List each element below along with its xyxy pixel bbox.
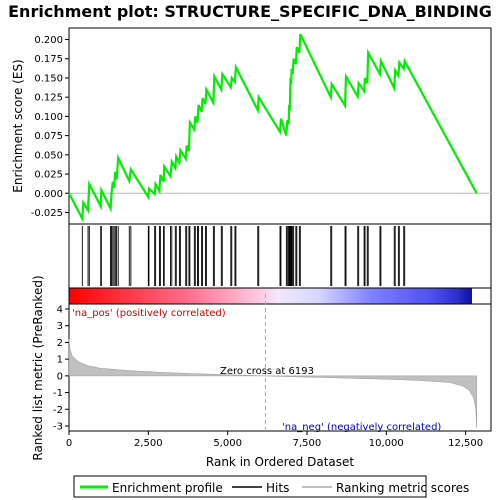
metric-axis-label: Ranked list metric (PreRanked)	[31, 275, 45, 460]
metric-tick-label: 1	[57, 355, 63, 366]
x-axis-ticks: 0 2,500 5,000 7,500 10,000 12,500	[66, 431, 483, 449]
metric-axis-ticks: -3 -2 -1 0 1 2 3 4	[53, 305, 69, 432]
metric-tick-label: 2	[57, 338, 63, 349]
rank-gradient-bar	[69, 288, 472, 304]
legend-label-metric: Ranking metric scores	[336, 481, 469, 495]
x-tick-label: 5,000	[213, 438, 242, 449]
es-tick-label: 0.200	[34, 35, 63, 46]
es-tick-label: 0.125	[34, 93, 63, 104]
metric-tick-label: 3	[57, 321, 63, 332]
es-axis-label: Enrichment score (ES)	[11, 59, 25, 192]
metric-tick-label: -2	[53, 405, 63, 416]
x-tick-label: 2,500	[134, 438, 163, 449]
metric-panel-frame	[68, 303, 492, 432]
chart-title: Enrichment plot: STRUCTURE_SPECIFIC_DNA_…	[8, 2, 492, 21]
es-tick-label: 0.150	[34, 73, 63, 84]
ranking-metric-area	[68, 339, 477, 428]
x-tick-label: 7,500	[293, 438, 322, 449]
es-tick-label: 0.025	[34, 170, 63, 181]
positive-correlation-label: 'na_pos' (positively correlated)	[72, 308, 226, 319]
x-tick-label: 12,500	[448, 438, 483, 449]
zero-cross-label: Zero cross at 6193	[220, 366, 314, 377]
x-tick-label: 10,000	[369, 438, 404, 449]
metric-tick-label: -1	[53, 388, 63, 399]
metric-tick-label: 0	[57, 371, 63, 382]
x-tick-label: 0	[66, 438, 72, 449]
x-axis-label: Rank in Ordered Dataset	[206, 455, 354, 469]
es-tick-label: 0.075	[34, 131, 63, 142]
enrichment-profile-line	[68, 33, 478, 223]
es-tick-label: 0.000	[34, 189, 63, 200]
metric-tick-label: 4	[57, 305, 63, 316]
es-axis-ticks: -0.025 0.000 0.025 0.050 0.075 0.100 0.125 0.15…	[31, 35, 69, 219]
legend-label-profile: Enrichment profile	[112, 481, 223, 495]
legend-label-hits: Hits	[266, 481, 289, 495]
es-tick-label: 0.050	[34, 150, 63, 161]
hits-markers	[81, 226, 406, 286]
es-tick-label: 0.175	[34, 54, 63, 65]
es-tick-label: 0.100	[34, 112, 63, 123]
metric-tick-label: -3	[53, 421, 63, 432]
es-tick-label: -0.025	[31, 208, 63, 219]
negative-correlation-label: 'na_neg' (negatively correlated)	[282, 422, 441, 433]
